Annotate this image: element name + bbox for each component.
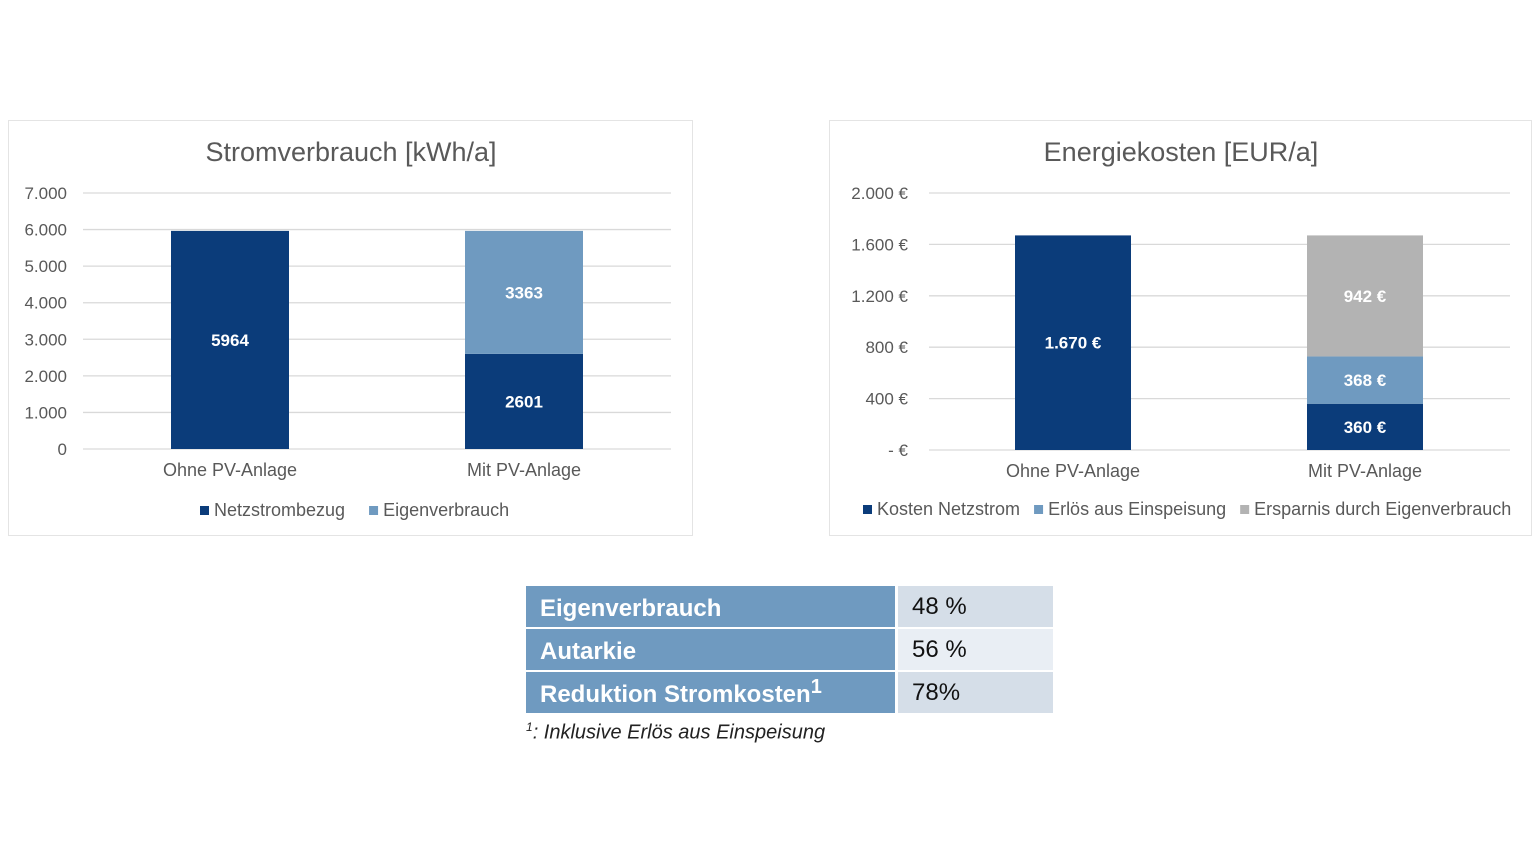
y-tick-label: 6.000 [24, 221, 67, 240]
table-row: Autarkie 56 % [526, 629, 1053, 670]
table-row-label: Eigenverbrauch [526, 586, 898, 627]
category-label: Ohne PV-Anlage [1006, 461, 1140, 481]
bar-segment [1307, 356, 1423, 404]
bar-segment [465, 353, 583, 449]
legend-label: Erlös aus Einspeisung [1048, 499, 1226, 519]
y-tick-label: 0 [58, 440, 67, 459]
y-tick-label: 2.000 € [851, 184, 908, 203]
summary-table: Eigenverbrauch 48 % Autarkie 56 % Redukt… [526, 584, 1053, 715]
data-label: 1.670 € [1045, 334, 1102, 353]
table-row-label: Autarkie [526, 629, 898, 670]
table-row-value: 56 % [898, 629, 1053, 670]
bar-segment [1015, 235, 1131, 450]
category-label: Mit PV-Anlage [1308, 461, 1422, 481]
legend-label: Eigenverbrauch [383, 500, 509, 520]
y-tick-label: 1.200 € [851, 287, 908, 306]
data-label: 2601 [505, 392, 543, 411]
chart-title: Energiekosten [EUR/a] [1044, 137, 1319, 167]
stromverbrauch-chart-panel: Stromverbrauch [kWh/a] 0 1.000 2.000 3.000 4.… [8, 120, 693, 536]
legend-label: Kosten Netzstrom [877, 499, 1020, 519]
legend-swatch [200, 506, 209, 515]
legend-swatch [1240, 505, 1250, 514]
table-row-value: 78% [898, 672, 1053, 713]
table-row: Eigenverbrauch 48 % [526, 586, 1053, 627]
data-label: 942 € [1344, 287, 1387, 306]
legend-label: Netzstrombezug [214, 500, 345, 520]
bar-segment [465, 230, 583, 354]
y-tick-label: 800 € [865, 338, 908, 357]
y-tick-label: 1.000 [24, 403, 67, 422]
legend-swatch [863, 505, 872, 514]
y-tick-label: 2.000 [24, 367, 67, 386]
y-tick-label: 4.000 [24, 294, 67, 313]
category-label: Mit PV-Anlage [467, 460, 581, 480]
y-tick-label: 1.600 € [851, 235, 908, 254]
data-label: 3363 [505, 283, 543, 302]
table-row-label: Reduktion Stromkosten1 [526, 672, 898, 713]
data-label: 368 € [1344, 371, 1387, 390]
legend-label: Ersparnis durch Eigenverbrauch [1254, 499, 1511, 519]
y-tick-label: - € [888, 441, 908, 460]
y-tick-label: 3.000 [24, 330, 67, 349]
data-label: 360 € [1344, 418, 1387, 437]
category-label: Ohne PV-Anlage [163, 460, 297, 480]
footnote-marker: 1 [526, 720, 533, 734]
table-row-value: 48 % [898, 586, 1053, 627]
legend-swatch [1034, 505, 1044, 514]
y-tick-label: 400 € [865, 390, 908, 409]
data-label: 5964 [211, 331, 249, 350]
footnote: 1: Inklusive Erlös aus Einspeisung [526, 720, 825, 745]
energiekosten-chart-panel: Energiekosten [EUR/a] - € 400 € 800 € 1.200 … [829, 120, 1532, 536]
chart-title: Stromverbrauch [kWh/a] [205, 137, 496, 167]
bar-segment [1307, 235, 1423, 357]
stromverbrauch-chart: Stromverbrauch [kWh/a] 0 1.000 2.000 3.000 4.… [24, 137, 671, 520]
table-row: Reduktion Stromkosten1 78% [526, 672, 1053, 713]
footnote-text: : Inklusive Erlös aus Einspeisung [532, 721, 826, 744]
y-tick-label: 5.000 [24, 257, 67, 276]
bar-segment [1307, 403, 1423, 450]
y-tick-label: 7.000 [24, 184, 67, 203]
legend-swatch [369, 506, 379, 515]
bar-segment [171, 230, 289, 449]
energiekosten-chart: Energiekosten [EUR/a] - € 400 € 800 € 1.200 … [851, 137, 1511, 519]
